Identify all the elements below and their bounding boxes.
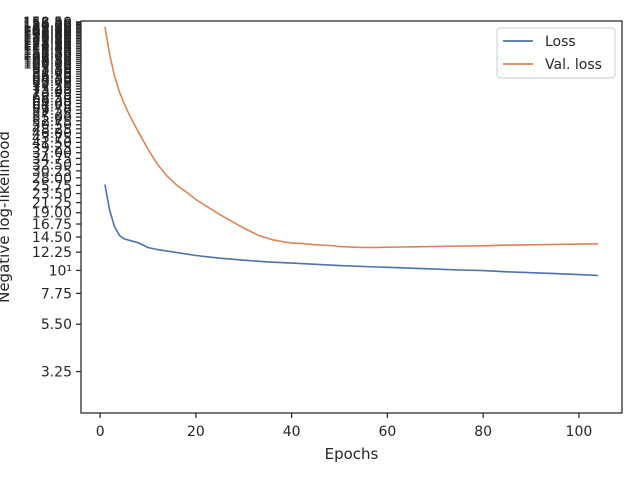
y-tick-label: 19.00 — [32, 206, 72, 222]
y-tick-label: 156.25 — [23, 16, 72, 32]
series-line — [104, 184, 599, 277]
y-tick-label: 3.25 — [41, 365, 72, 381]
y-tick-label: 10¹ — [49, 263, 72, 279]
y-tick-label: 106.75 — [23, 50, 72, 66]
y-tick-label: 75.25 — [32, 82, 72, 98]
y-tick-label: 23.50 — [32, 187, 72, 203]
y-tick-label: 120.25 — [23, 40, 72, 56]
y-tick-label: 46.00 — [32, 126, 72, 142]
y-tick-label: 93.25 — [32, 63, 72, 79]
x-tick-label: 100 — [566, 424, 593, 440]
y-axis: 3.25 5.50 7.75 10¹ 12.2514.5016.7519.0021.25… — [23, 15, 81, 381]
y-tick-label: 37.00 — [32, 146, 72, 162]
legend-label: Loss — [545, 34, 576, 50]
x-tick-label: 0 — [96, 424, 105, 440]
x-axis-label: Epochs — [325, 445, 379, 463]
y-tick-label: 79.75 — [32, 77, 72, 93]
y-tick-label: 68.50 — [32, 90, 72, 106]
y-tick-label: 124.75 — [23, 36, 72, 52]
y-tick-label: 142.75 — [23, 24, 72, 40]
y-tick-label: 84.25 — [32, 72, 72, 88]
y-tick-label: 111.25 — [23, 47, 72, 63]
y-tick-label: 149.50 — [23, 20, 72, 36]
y-tick-label: 16.75 — [32, 217, 72, 233]
y-tick-label: 158.50 — [23, 15, 72, 31]
y-tick-label: 12.25 — [32, 245, 72, 261]
y-tick-label: 73.00 — [32, 85, 72, 101]
y-tick-label: 154.00 — [23, 17, 72, 33]
y-tick-label: 59.50 — [32, 103, 72, 119]
y-axis-label: Negative log-likelihood — [0, 131, 13, 303]
y-tick-label: 122.50 — [23, 38, 72, 54]
y-tick-label: 100.00 — [23, 56, 72, 72]
y-tick-label: 102.25 — [23, 54, 72, 70]
y-tick-label: 32.50 — [32, 157, 72, 173]
y-tick-label: 28.00 — [32, 171, 72, 187]
y-tick-label: 115.75 — [23, 43, 72, 59]
y-tick-label: 52.75 — [32, 114, 72, 130]
x-tick-label: 40 — [283, 424, 301, 440]
plot-lines — [104, 26, 599, 277]
y-tick-label: 43.75 — [32, 131, 72, 147]
y-tick-label: 127.00 — [23, 35, 72, 51]
y-tick-label: 48.25 — [32, 122, 72, 138]
y-tick-label: 151.75 — [23, 19, 72, 35]
y-tick-label: 131.50 — [23, 32, 72, 48]
y-tick-label: 97.75 — [32, 58, 72, 74]
y-tick-label: 25.75 — [32, 178, 72, 194]
y-tick-label: 140.50 — [23, 26, 72, 42]
y-tick-label: 138.25 — [23, 27, 72, 43]
y-tick-label: 88.75 — [32, 67, 72, 83]
y-tick-label: 129.25 — [23, 33, 72, 49]
y-tick-label: 136.00 — [23, 29, 72, 45]
axes-frame — [80, 20, 623, 414]
y-tick-label: 55.00 — [32, 110, 72, 126]
y-tick-label: 70.75 — [32, 87, 72, 103]
y-tick-label: 34.75 — [32, 151, 72, 167]
y-tick-label: 5.50 — [41, 317, 72, 333]
legend: Loss Val. loss — [496, 27, 616, 79]
y-tick-label: 145.00 — [23, 23, 72, 39]
legend-label: Val. loss — [545, 57, 602, 73]
y-tick-label: 50.50 — [32, 118, 72, 134]
y-tick-label: 133.75 — [23, 30, 72, 46]
y-tick-label: 77.50 — [32, 79, 72, 95]
y-tick-label: 109.00 — [23, 49, 72, 65]
y-tick-label: 66.25 — [32, 93, 72, 109]
y-tick-label: 41.50 — [32, 135, 72, 151]
y-tick-label: 147.25 — [23, 21, 72, 37]
y-tick-label: 30.25 — [32, 164, 72, 180]
y-tick-label: 91.00 — [32, 65, 72, 81]
y-tick-label: 118.00 — [23, 41, 72, 57]
y-tick-label: 14.50 — [32, 230, 72, 246]
x-axis: 0 20 40 60 80 100 — [96, 413, 593, 440]
x-tick-label: 20 — [187, 424, 205, 440]
y-tick-label: 95.50 — [32, 60, 72, 76]
y-tick-label: 21.25 — [32, 196, 72, 212]
y-tick-label: 7.75 — [41, 286, 72, 302]
x-tick-label: 80 — [474, 424, 492, 440]
y-tick-label: 82.00 — [32, 74, 72, 90]
y-tick-label: 39.25 — [32, 140, 72, 156]
y-tick-label: 86.50 — [32, 69, 72, 85]
x-tick-label: 60 — [378, 424, 396, 440]
series-line — [104, 26, 599, 249]
y-tick-label: 61.75 — [32, 100, 72, 116]
y-tick-label: 57.25 — [32, 106, 72, 122]
y-tick-label: 113.50 — [23, 45, 72, 61]
y-tick-label: 64.00 — [32, 96, 72, 112]
y-tick-label: 104.50 — [23, 52, 72, 68]
